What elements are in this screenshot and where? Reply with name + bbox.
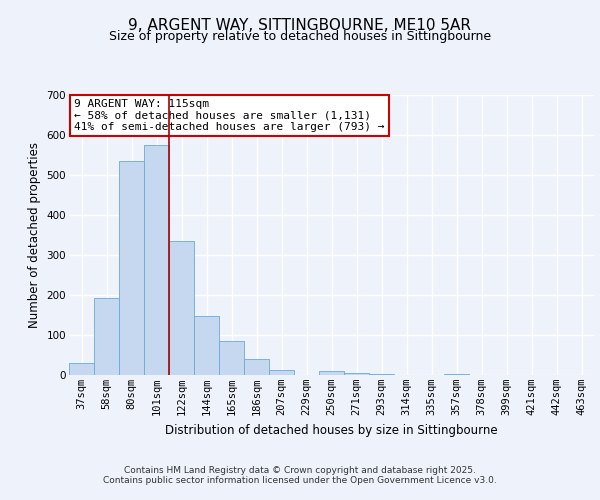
Bar	[144, 145, 169, 375]
Bar	[269, 370, 294, 375]
Bar	[369, 374, 394, 375]
Bar	[69, 363, 94, 375]
Bar	[219, 341, 244, 375]
Text: Size of property relative to detached houses in Sittingbourne: Size of property relative to detached ho…	[109, 30, 491, 43]
Text: 9, ARGENT WAY, SITTINGBOURNE, ME10 5AR: 9, ARGENT WAY, SITTINGBOURNE, ME10 5AR	[128, 18, 472, 32]
X-axis label: Distribution of detached houses by size in Sittingbourne: Distribution of detached houses by size …	[165, 424, 498, 436]
Bar	[344, 373, 369, 375]
Bar	[319, 371, 344, 375]
Text: Contains HM Land Registry data © Crown copyright and database right 2025.: Contains HM Land Registry data © Crown c…	[124, 466, 476, 475]
Bar	[444, 374, 469, 375]
Text: 9 ARGENT WAY: 115sqm
← 58% of detached houses are smaller (1,131)
41% of semi-de: 9 ARGENT WAY: 115sqm ← 58% of detached h…	[74, 99, 385, 132]
Bar	[94, 298, 119, 375]
Bar	[169, 241, 194, 375]
Y-axis label: Number of detached properties: Number of detached properties	[28, 142, 41, 328]
Bar	[119, 161, 144, 375]
Bar	[194, 316, 219, 375]
Text: Contains public sector information licensed under the Open Government Licence v3: Contains public sector information licen…	[103, 476, 497, 485]
Bar	[244, 359, 269, 375]
